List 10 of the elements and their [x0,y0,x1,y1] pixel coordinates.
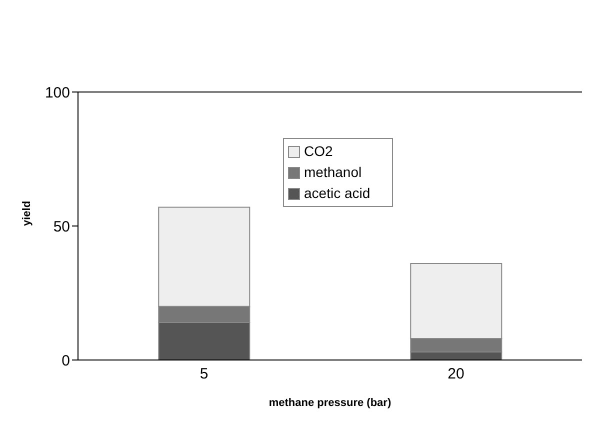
x-tick-label: 20 [448,366,464,383]
legend-label: methanol [304,163,362,182]
x-axis-title: methane pressure (bar) [268,397,392,409]
x-tick-label: 5 [200,366,208,383]
legend-label: acetic acid [304,184,370,203]
y-tick-label: 100 [44,84,70,102]
legend-label: CO2 [304,142,333,161]
y-tick-label: 50 [53,218,70,236]
y-axis-title: yield [20,200,33,226]
y-tick-label: 0 [62,352,70,370]
